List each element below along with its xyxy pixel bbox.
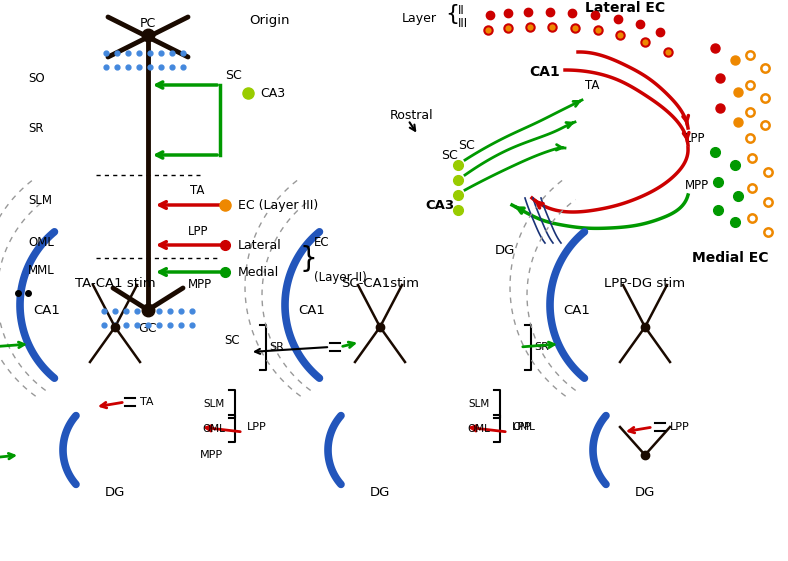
Text: CA1: CA1 bbox=[33, 304, 60, 316]
Text: CA3: CA3 bbox=[260, 86, 285, 99]
Text: DG: DG bbox=[105, 485, 125, 499]
Text: DG: DG bbox=[370, 485, 390, 499]
Text: PC: PC bbox=[140, 16, 156, 30]
Text: LPP: LPP bbox=[685, 131, 705, 145]
Text: SR: SR bbox=[28, 122, 43, 135]
Text: MPP: MPP bbox=[188, 278, 212, 291]
Text: OML: OML bbox=[28, 236, 54, 249]
Text: Medial EC: Medial EC bbox=[692, 251, 768, 265]
Text: Origin: Origin bbox=[250, 13, 290, 26]
Text: LPP: LPP bbox=[188, 224, 209, 237]
Text: EC: EC bbox=[314, 236, 329, 249]
Text: SR: SR bbox=[534, 343, 549, 352]
Text: OML: OML bbox=[203, 424, 225, 434]
Text: II: II bbox=[458, 3, 465, 16]
Text: Lateral EC: Lateral EC bbox=[585, 1, 665, 15]
Text: TA: TA bbox=[140, 397, 154, 407]
Text: EC (Layer III): EC (Layer III) bbox=[238, 199, 318, 211]
Text: Rostral: Rostral bbox=[390, 108, 433, 122]
Text: SLM: SLM bbox=[204, 399, 225, 409]
Text: DG: DG bbox=[495, 243, 515, 256]
Text: SC: SC bbox=[441, 149, 458, 162]
Text: LPP: LPP bbox=[247, 422, 267, 432]
Text: MML: MML bbox=[28, 264, 54, 277]
Text: LPP: LPP bbox=[670, 422, 690, 432]
Text: MPP: MPP bbox=[200, 450, 223, 460]
Text: TA: TA bbox=[190, 183, 204, 196]
Text: SO: SO bbox=[28, 71, 45, 85]
Text: TA-CA1 stim: TA-CA1 stim bbox=[75, 277, 155, 290]
Text: (Layer II): (Layer II) bbox=[314, 270, 366, 283]
Text: Layer: Layer bbox=[402, 11, 437, 25]
Text: CA1: CA1 bbox=[298, 304, 325, 316]
Text: CA1: CA1 bbox=[530, 65, 560, 79]
Text: {: { bbox=[445, 4, 459, 24]
Text: III: III bbox=[458, 16, 468, 30]
Text: LPP-DG stim: LPP-DG stim bbox=[604, 277, 686, 290]
Text: SC: SC bbox=[459, 139, 475, 151]
Text: Medial: Medial bbox=[238, 265, 279, 278]
Text: MPP: MPP bbox=[685, 178, 709, 191]
Text: GC: GC bbox=[139, 321, 158, 334]
Text: DG: DG bbox=[635, 485, 655, 499]
Text: OML: OML bbox=[467, 424, 490, 434]
Text: }: } bbox=[300, 245, 318, 273]
Text: SLM: SLM bbox=[28, 194, 52, 206]
Text: TA: TA bbox=[585, 79, 600, 91]
Text: OML: OML bbox=[512, 422, 535, 432]
Text: SR: SR bbox=[269, 343, 284, 352]
Text: CA3: CA3 bbox=[426, 199, 455, 211]
Text: SC-CA1stim: SC-CA1stim bbox=[341, 277, 419, 290]
Text: LPP: LPP bbox=[512, 422, 532, 432]
Text: SLM: SLM bbox=[469, 399, 490, 409]
Text: SC: SC bbox=[225, 333, 240, 347]
Text: SC: SC bbox=[225, 68, 242, 81]
Text: CA1: CA1 bbox=[563, 304, 590, 316]
Text: Lateral: Lateral bbox=[238, 238, 282, 251]
